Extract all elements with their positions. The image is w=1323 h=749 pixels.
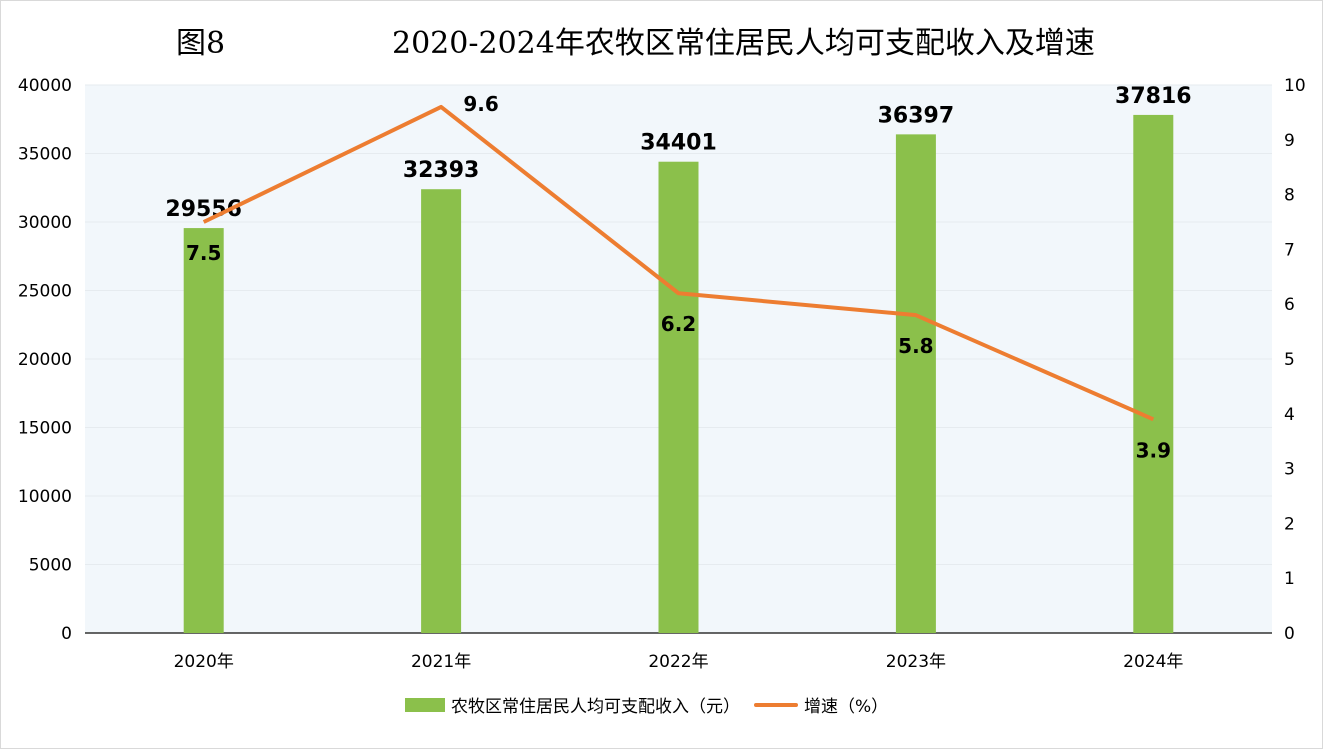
y-left-tick-label: 25000	[18, 282, 72, 302]
line-data-label: 6.2	[661, 312, 696, 336]
x-tick-label: 2023年	[886, 652, 946, 672]
figure-label: 图8	[176, 26, 226, 61]
y-right-tick-label: 1	[1284, 569, 1295, 589]
line-data-label: 7.5	[186, 241, 221, 265]
bar	[895, 134, 936, 634]
y-right-tick-label: 6	[1284, 295, 1295, 315]
y-left-tick-label: 15000	[18, 419, 72, 439]
legend: 农牧区常住居民人均可支配收入（元） 增速（%）	[405, 692, 888, 717]
bar-data-label: 36397	[878, 103, 955, 128]
line-data-label: 5.8	[898, 334, 933, 358]
y-left-tick-label: 35000	[18, 145, 72, 165]
y-left-tick-label: 5000	[29, 556, 72, 576]
y-right-tick-label: 4	[1284, 405, 1295, 425]
y-left-tick-label: 40000	[18, 76, 72, 96]
line-data-label: 9.6	[463, 92, 498, 116]
y-right-tick-label: 0	[1284, 624, 1295, 644]
bar	[658, 161, 699, 633]
y-right-tick-label: 2	[1284, 514, 1295, 534]
x-tick-label: 2024年	[1123, 652, 1183, 672]
y-right-tick-label: 9	[1284, 131, 1295, 151]
legend-line-swatch	[754, 702, 798, 707]
y-right-tick-label: 8	[1284, 186, 1295, 206]
y-left-tick-label: 0	[61, 624, 72, 644]
bar-data-label: 37816	[1115, 84, 1192, 109]
bar	[421, 189, 462, 634]
line-data-label: 3.9	[1136, 438, 1171, 462]
bar	[1133, 114, 1174, 634]
y-right-tick-label: 10	[1284, 76, 1306, 96]
y-right-tick-label: 3	[1284, 460, 1295, 480]
x-tick-label: 2020年	[174, 652, 234, 672]
bar-data-label: 34401	[640, 131, 717, 156]
x-tick-label: 2022年	[648, 652, 708, 672]
legend-bar-swatch	[405, 697, 445, 712]
y-left-tick-label: 20000	[18, 350, 72, 370]
x-tick-label: 2021年	[411, 652, 471, 672]
y-left-tick-label: 10000	[18, 487, 72, 507]
legend-line-label: 增速（%）	[804, 697, 889, 717]
y-right-tick-label: 5	[1284, 350, 1295, 370]
chart-title: 2020-2024年农牧区常住居民人均可支配收入及增速	[392, 26, 1095, 61]
y-left-tick-label: 30000	[18, 213, 72, 233]
legend-bar-label: 农牧区常住居民人均可支配收入（元）	[451, 697, 740, 717]
y-right-tick-label: 7	[1284, 240, 1295, 260]
bar	[183, 228, 224, 633]
bar-data-label: 32393	[403, 158, 480, 183]
